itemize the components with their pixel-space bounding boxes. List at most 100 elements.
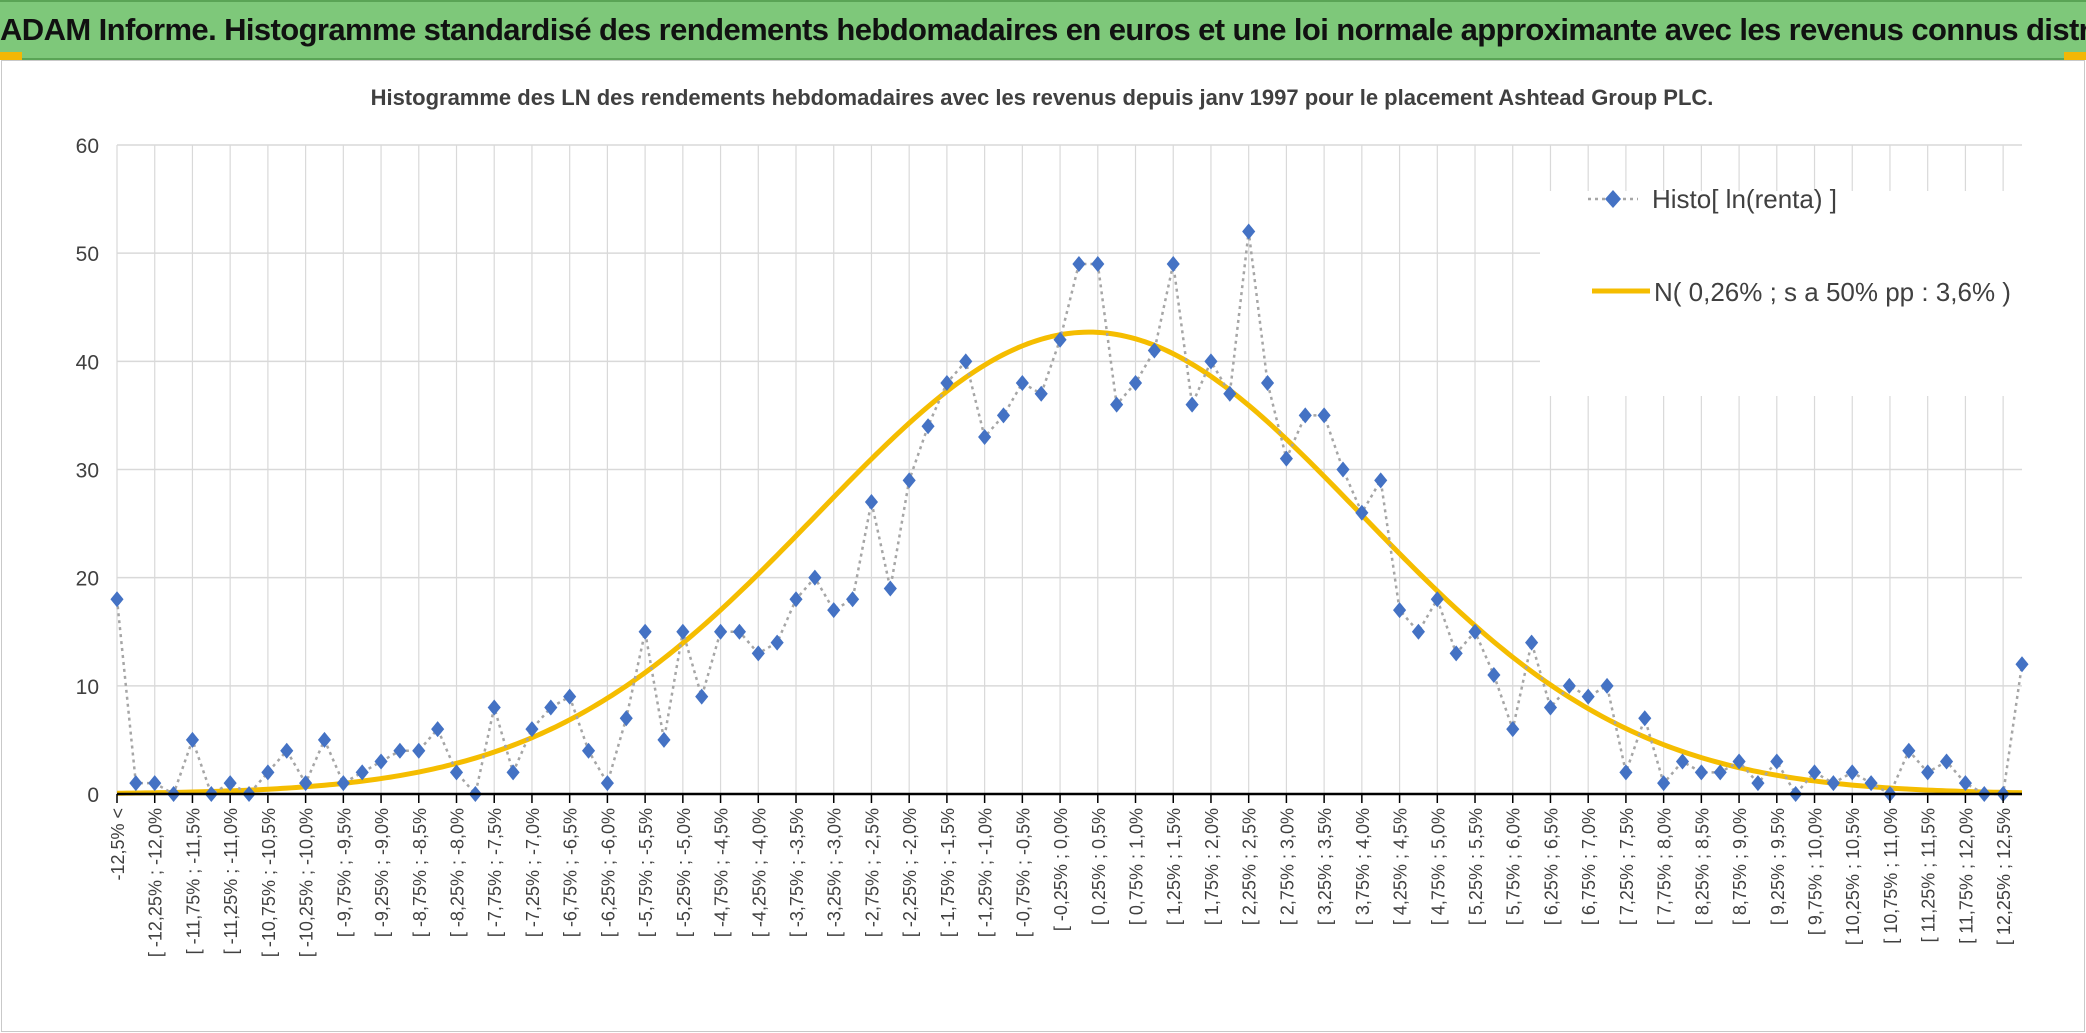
- histogram-point: [1260, 374, 1275, 391]
- x-tick-label: [ -7,75% ; -7,5%: [485, 808, 505, 937]
- histogram-point: [1279, 450, 1293, 467]
- histogram-point: [2015, 656, 2029, 673]
- x-tick-label: [ -8,75% ; -8,5%: [410, 808, 430, 937]
- x-tick-label: [ 9,75% ; 10,0%: [1806, 808, 1826, 935]
- histogram-point: [864, 493, 879, 510]
- histogram-point: [1355, 504, 1369, 521]
- x-tick-label: [ 1,75% ; 2,0%: [1202, 808, 1222, 925]
- x-tick-label: [ -7,25% ; -7,0%: [523, 808, 543, 937]
- x-tick-label: [ -0,75% ; -0,5%: [1013, 808, 1033, 937]
- x-tick-label: [ -9,25% ; -9,0%: [372, 808, 392, 937]
- histogram-point: [1053, 331, 1067, 348]
- x-tick-label: [ 6,75% ; 7,0%: [1579, 808, 1599, 925]
- x-tick-label: [ 9,25% ; 9,5%: [1768, 808, 1788, 925]
- histogram-point: [487, 699, 501, 716]
- y-axis: 0 10 20 30 40 50 60: [76, 135, 99, 807]
- histogram-point: [1902, 742, 1916, 759]
- x-tick-label: [ -2,25% ; -2,0%: [900, 808, 920, 937]
- histogram-point: [1374, 472, 1388, 489]
- histogram-point: [1393, 602, 1407, 619]
- x-tick-label: [ 12,25% ; 12,5%: [1994, 808, 2014, 945]
- histogram-point: [449, 764, 464, 781]
- histogram-point: [129, 775, 143, 792]
- histogram-point: [921, 418, 935, 435]
- x-tick-label: [ -6,25% ; -6,0%: [598, 808, 618, 937]
- legend-histo-marker: [1605, 190, 1621, 208]
- histogram-point: [581, 742, 596, 759]
- x-tick-label: [ -5,75% ; -5,5%: [636, 808, 656, 937]
- histogram-point: [695, 688, 709, 705]
- x-tick-label: [ -9,75% ; -9,5%: [334, 808, 354, 937]
- legend-histo-label: Histo[ ln(renta) ]: [1652, 184, 1837, 214]
- histogram-point: [1166, 255, 1180, 272]
- grid: [116, 144, 2022, 794]
- histogram-point: [1015, 374, 1029, 391]
- y-tick-label: 40: [76, 351, 99, 374]
- y-tick-label: 30: [76, 460, 99, 483]
- x-tick-label: [ 10,75% ; 11,0%: [1881, 808, 1901, 944]
- histogram-point: [1525, 634, 1539, 651]
- histogram-point: [1770, 753, 1784, 770]
- histogram-point: [619, 710, 633, 727]
- x-tick-label: [ 4,25% ; 4,5%: [1391, 808, 1411, 925]
- histogram-point: [959, 353, 973, 370]
- x-tick-label: [ -8,25% ; -8,0%: [448, 808, 468, 937]
- histogram-point: [902, 472, 916, 489]
- histogram-point: [1430, 591, 1444, 608]
- histogram-point: [1317, 407, 1331, 424]
- histogram-point: [412, 742, 426, 759]
- histogram-point: [1223, 385, 1237, 402]
- x-tick-label: [ -6,75% ; -6,5%: [561, 808, 581, 937]
- histogram-point: [1675, 753, 1690, 770]
- x-tick-label: [ -4,25% ; -4,0%: [749, 808, 769, 937]
- histogram-point: [676, 623, 690, 640]
- legend-normal-label: N( 0,26% ; s a 50% pp : 3,6% ): [1654, 277, 2011, 307]
- histogram-point: [374, 753, 388, 770]
- histogram-point: [1034, 385, 1048, 402]
- x-tick-label: [ -5,25% ; -5,0%: [674, 808, 694, 937]
- x-tick-label: [ 8,25% ; 8,5%: [1692, 808, 1712, 925]
- histogram-point: [1826, 775, 1840, 792]
- histogram-point: [1449, 645, 1463, 662]
- histogram-point: [1694, 764, 1708, 781]
- histogram-point: [996, 407, 1011, 424]
- histogram-point: [732, 623, 746, 640]
- histogram-point: [431, 721, 445, 738]
- x-tick-label: [ 11,75% ; 12,0%: [1956, 808, 1976, 944]
- histogram-point: [1298, 407, 1312, 424]
- histogram-point: [525, 721, 539, 738]
- histogram-point: [940, 374, 954, 391]
- histogram-point: [1864, 775, 1878, 792]
- x-tick-label: [ 0,25% ; 0,5%: [1089, 808, 1109, 925]
- chart-title: Histogramme des LN des rendements hebdom…: [371, 85, 1714, 110]
- normal-curve: [116, 329, 2023, 796]
- x-tick-label: [ -11,75% ; -11,5%: [183, 808, 203, 954]
- histogram-point: [1732, 753, 1746, 770]
- histogram-point: [185, 731, 200, 748]
- histogram-point: [317, 731, 332, 748]
- x-tick-label: [ 6,25% ; 6,5%: [1541, 808, 1561, 925]
- x-tick-label: [ 7,25% ; 7,5%: [1617, 808, 1637, 925]
- histogram-point: [1600, 677, 1614, 694]
- histogram-point: [1336, 461, 1350, 478]
- x-tick-label: [ 5,25% ; 5,5%: [1466, 808, 1486, 925]
- histogram-point: [1657, 775, 1671, 792]
- x-tick-label: [ -3,75% ; -3,5%: [787, 808, 807, 937]
- x-tick-label: [ -0,25% ; 0,0%: [1051, 808, 1071, 931]
- x-tick-label: [ 2,25% ; 2,5%: [1240, 808, 1260, 925]
- x-tick-label: [ -11,25% ; -11,0%: [221, 808, 241, 954]
- x-tick-label: [ 3,25% ; 3,5%: [1315, 808, 1335, 925]
- x-tick-label: [ -4,75% ; -4,5%: [712, 808, 732, 937]
- y-tick-label: 50: [76, 243, 99, 266]
- histogram-point: [827, 602, 841, 619]
- histogram-point: [1411, 623, 1425, 640]
- x-tick-label: [ -12,25% ; -12,0%: [146, 808, 166, 957]
- histogram-point: [1543, 699, 1558, 716]
- histogram-point: [789, 591, 803, 608]
- histogram-point: [1487, 667, 1501, 684]
- x-tick-label: [ 10,25% ; 10,5%: [1843, 808, 1863, 945]
- histogram-point: [223, 775, 237, 792]
- x-tick-label: [ -1,25% ; -1,0%: [976, 808, 996, 937]
- histogram-point: [1939, 753, 1954, 770]
- y-tick-label: 20: [76, 568, 99, 591]
